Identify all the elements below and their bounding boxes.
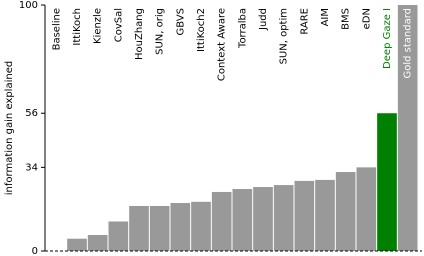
category-label: SUN, orig — [155, 8, 166, 55]
bar — [356, 167, 377, 251]
y-tick-label: 56 — [25, 108, 38, 119]
bar — [397, 5, 418, 251]
bar — [87, 235, 108, 251]
y-tick-label: 34 — [25, 162, 38, 173]
bar — [129, 205, 149, 251]
bar — [149, 205, 170, 251]
bar — [315, 179, 335, 251]
category-label: IttiKoch2 — [196, 8, 207, 52]
y-tick-label: 100 — [19, 0, 38, 11]
category-label: CovSal — [113, 8, 124, 42]
bar — [253, 187, 273, 251]
bar — [191, 201, 211, 251]
category-label: Baseline — [51, 8, 62, 50]
category-label: BMS — [341, 8, 352, 30]
bar — [377, 113, 397, 252]
bar — [211, 191, 232, 251]
y-axis-label: information gain explained — [4, 61, 15, 195]
bar — [67, 238, 87, 251]
category-label: IttiKoch — [72, 8, 83, 46]
category-label: Judd — [258, 8, 269, 31]
bar — [170, 203, 191, 251]
category-label: Deep Gaze I — [382, 8, 393, 69]
category-label: eDN — [361, 8, 372, 29]
category-label: Torralba — [237, 8, 248, 49]
category-label: GBVS — [175, 8, 186, 36]
bar — [294, 180, 315, 251]
category-label: HouZhang — [134, 8, 145, 60]
category-label: SUN, optim — [279, 8, 290, 64]
category-label: Gold standard — [403, 8, 414, 79]
category-label: RARE — [299, 8, 310, 35]
bar — [273, 185, 294, 251]
bar — [108, 221, 129, 251]
category-label: AIM — [320, 8, 331, 26]
category-label: Kienzle — [93, 8, 104, 44]
bar — [232, 189, 253, 251]
y-tick-label: 0 — [32, 246, 38, 256]
category-label: Context Aware — [217, 8, 228, 81]
bar — [335, 172, 356, 251]
